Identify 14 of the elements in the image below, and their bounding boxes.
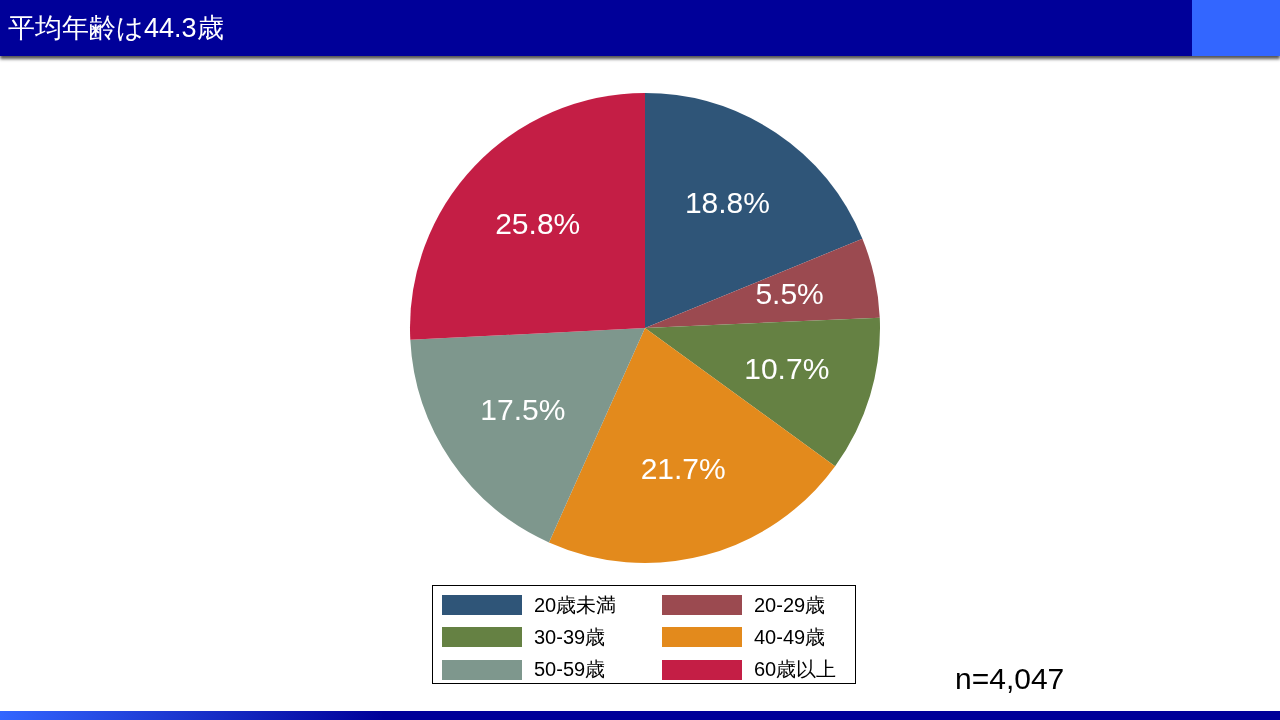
data-label: 10.7% [744, 351, 830, 385]
legend-label: 20-29歳 [754, 592, 826, 618]
data-label: 18.8% [684, 186, 770, 220]
legend-label: 20歳未満 [534, 592, 617, 618]
data-label: 25.8% [495, 207, 581, 241]
text: 平均年齢は44.3歳 [8, 12, 224, 44]
data-label: 5.5% [755, 277, 824, 311]
legend-label: 30-39歳 [534, 624, 606, 650]
legend-label: 60歳以上 [754, 657, 837, 683]
data-label: 17.5% [480, 392, 566, 426]
legend-label: 40-49歳 [754, 624, 826, 650]
data-label: 21.7% [640, 452, 726, 486]
text: n=4,047 [955, 662, 1065, 696]
legend-label: 50-59歳 [534, 657, 606, 683]
